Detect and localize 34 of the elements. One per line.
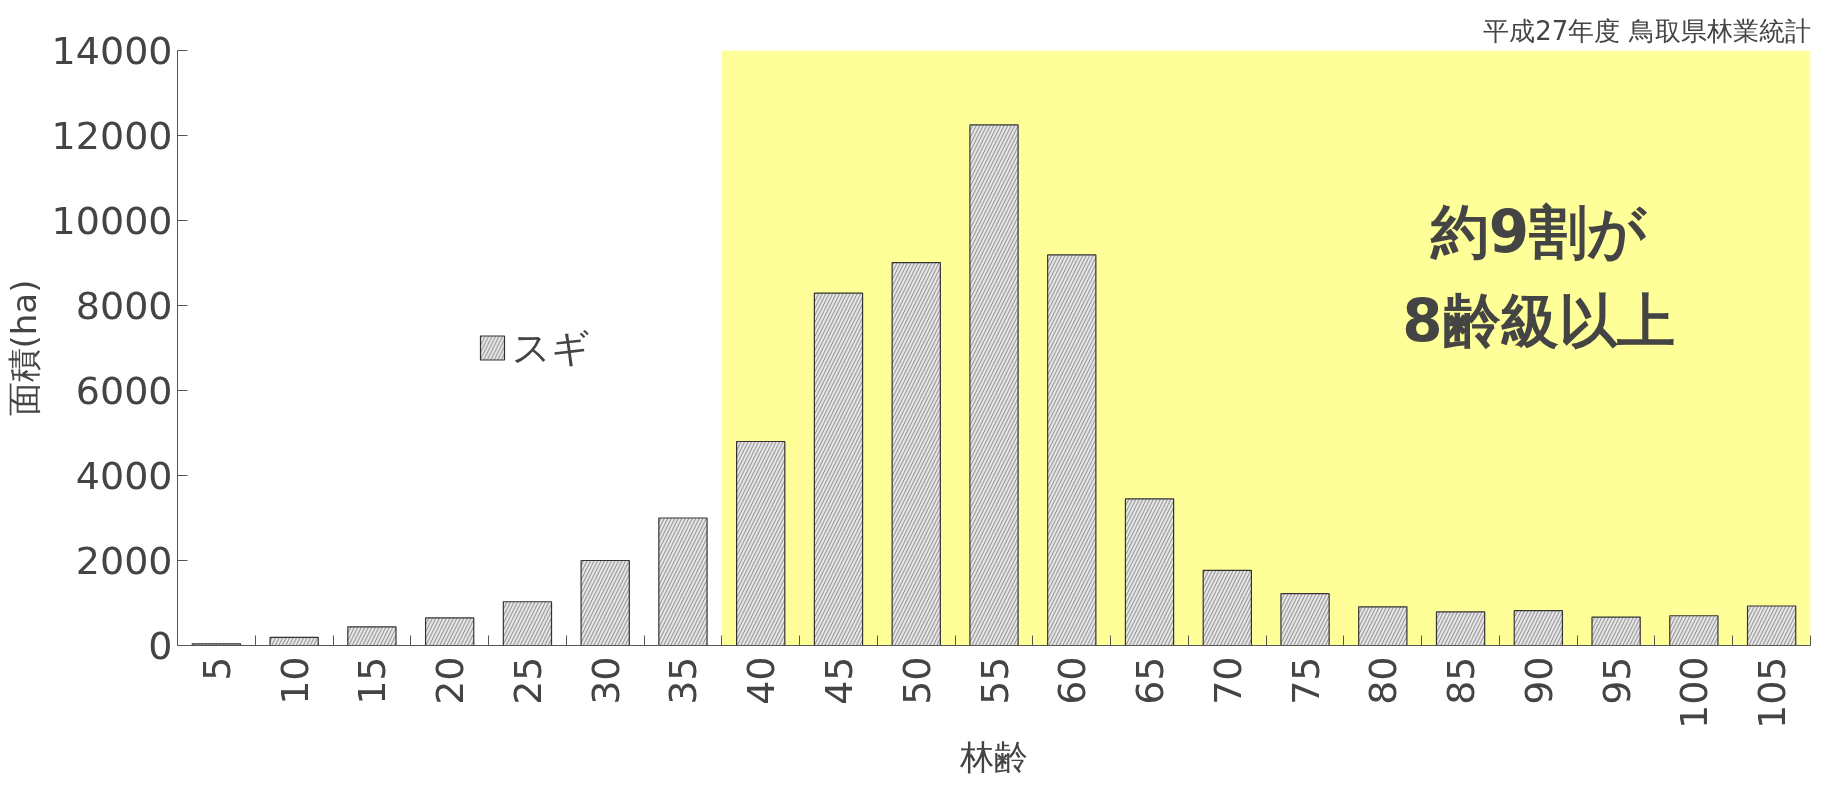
x-tick-label: 50 [894,656,939,705]
x-tick-label: 55 [972,656,1017,705]
x-tick-label: 35 [661,656,706,705]
x-tick-label: 95 [1594,656,1639,705]
chart-title: 平成27年度 鳥取県林業統計 [1483,15,1811,46]
y-tick-label: 4000 [75,454,173,498]
x-tick-label: 100 [1672,656,1717,730]
y-tick-label: 2000 [75,539,173,583]
x-tick-label: 70 [1205,656,1250,705]
annotation: 約9割が 8齢級以上 [1402,198,1675,355]
legend-label: スギ [512,324,590,371]
x-tick-label: 105 [1750,656,1795,730]
x-tick-label: 80 [1361,656,1406,705]
x-tick-label: 75 [1283,656,1328,705]
y-tick-label: 6000 [75,369,173,413]
x-axis-title: 林齢 [959,737,1028,778]
y-tick-label: 8000 [75,284,173,328]
x-tick-label: 20 [428,656,473,705]
x-tick-label: 85 [1439,656,1484,705]
x-tick-label: 5 [194,656,239,681]
y-tick-label: 0 [148,624,173,668]
y-tick-label: 12000 [51,114,173,158]
x-tick-label: 45 [816,656,861,705]
x-tick-label: 25 [505,656,550,705]
x-tick-label: 30 [583,656,628,705]
x-tick-label: 60 [1050,656,1095,705]
x-tick-label: 65 [1128,656,1173,705]
y-tick-label: 14000 [51,29,173,73]
y-axis-title: 面積(ha) [3,279,44,417]
x-tick-label: 90 [1516,656,1561,705]
x-tick-label: 15 [350,656,395,705]
y-tick-label: 10000 [51,199,173,243]
x-tick-label: 10 [272,656,317,705]
x-tick-label: 40 [739,656,784,705]
